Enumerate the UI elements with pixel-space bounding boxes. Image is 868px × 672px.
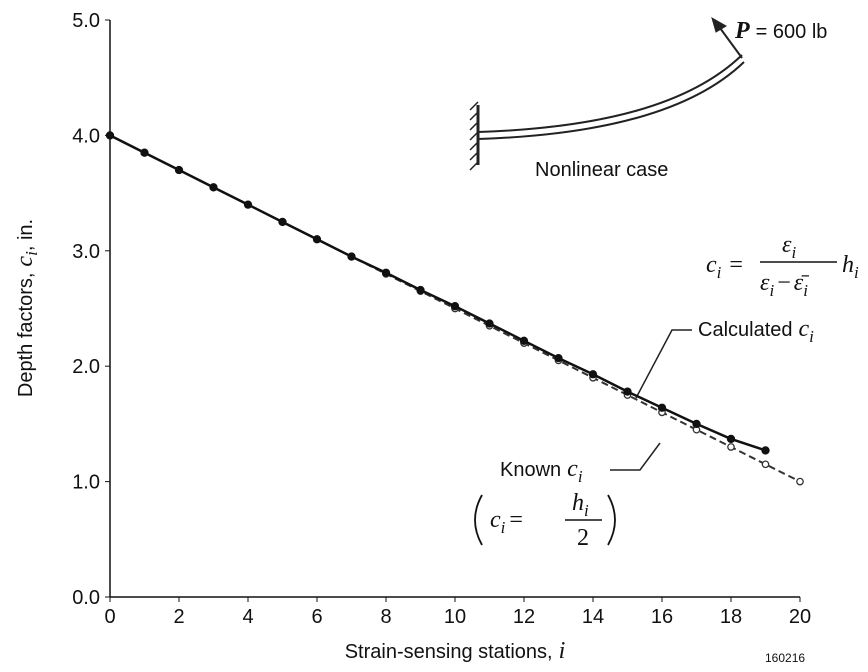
sub: i xyxy=(769,281,774,300)
case-label: Nonlinear case xyxy=(535,159,668,181)
sub: i xyxy=(578,467,583,486)
sub: i xyxy=(803,281,808,300)
eq: = xyxy=(509,507,523,533)
point xyxy=(623,387,632,396)
sym: h xyxy=(572,490,584,516)
sym: ε xyxy=(760,270,770,296)
point xyxy=(140,148,149,157)
point xyxy=(347,252,356,261)
x-tick-label: 14 xyxy=(582,606,604,628)
sub: i xyxy=(809,327,814,346)
label-text: Depth factors, xyxy=(15,273,37,398)
point xyxy=(727,443,735,451)
formula-den: εi − ε̄i xyxy=(760,270,809,300)
point xyxy=(485,319,494,328)
series-line xyxy=(109,134,766,452)
figure-id: 160216 xyxy=(765,651,805,665)
eq: = xyxy=(729,252,743,278)
point xyxy=(554,353,563,363)
y-tick-label: 5.0 xyxy=(72,10,100,32)
x-tick-label: 8 xyxy=(380,606,391,628)
x-axis-label: Strain-sensing stations, i xyxy=(345,638,566,664)
leader xyxy=(635,329,692,399)
point xyxy=(105,131,115,140)
calculated-label: Calculated ci xyxy=(698,316,814,346)
sym: c xyxy=(567,456,578,482)
point xyxy=(312,235,322,244)
x-tick-label: 20 xyxy=(789,606,811,628)
point xyxy=(796,477,804,486)
x-tick-label: 0 xyxy=(104,606,115,628)
x-tick-label: 2 xyxy=(173,606,184,628)
y-tick-label: 1.0 xyxy=(72,472,100,494)
point xyxy=(174,165,184,175)
point xyxy=(278,217,287,227)
sym: c xyxy=(12,256,38,267)
beam-sketch xyxy=(469,16,745,171)
known-formula: ci = hi 2 xyxy=(474,490,616,551)
formula: ci = εi εi − ε̄i hi xyxy=(706,232,859,300)
point xyxy=(416,285,425,295)
sym: h xyxy=(842,252,854,278)
sym: c xyxy=(706,252,717,278)
point xyxy=(657,403,667,412)
sub: i xyxy=(791,243,796,262)
point xyxy=(243,200,253,209)
x-tick-label: 18 xyxy=(720,606,742,628)
point xyxy=(692,419,701,429)
sym: c xyxy=(799,316,810,342)
leader xyxy=(610,442,661,471)
minus: − xyxy=(777,270,791,296)
sub: i xyxy=(584,501,589,520)
label-text: Known xyxy=(500,459,561,481)
sym: i xyxy=(559,638,566,664)
label-text: Calculated xyxy=(698,319,793,341)
point xyxy=(381,268,391,277)
known-lhs: ci = xyxy=(490,507,523,537)
y-tick-label: 4.0 xyxy=(72,125,100,147)
sub: i xyxy=(854,263,859,282)
load-text: = 600 lb xyxy=(756,21,828,43)
sub: i xyxy=(501,518,506,537)
x-tick-label: 12 xyxy=(513,606,535,628)
sym: c xyxy=(490,507,501,533)
sym: ε xyxy=(782,232,792,258)
point xyxy=(726,434,736,444)
known-num: hi xyxy=(572,490,589,520)
load-label: P = 600 lb xyxy=(734,18,827,44)
x-tick-label: 16 xyxy=(651,606,673,628)
y-tick-label: 3.0 xyxy=(72,241,100,263)
sub: i xyxy=(22,251,41,256)
point xyxy=(450,302,460,311)
formula-num: εi xyxy=(782,232,796,262)
formula-factor: hi xyxy=(842,252,859,282)
known-label: Known ci xyxy=(500,456,583,486)
point xyxy=(761,446,770,455)
point xyxy=(209,183,218,192)
point xyxy=(761,460,770,469)
x-tick-label: 4 xyxy=(242,606,253,628)
formula-lhs: ci = xyxy=(706,252,743,282)
y-tick-label: 2.0 xyxy=(72,356,100,378)
label-text: Strain-sensing stations, xyxy=(345,641,553,663)
x-tick-label: 10 xyxy=(444,606,466,628)
y-tick-label: 0.0 xyxy=(72,587,100,609)
sub: i xyxy=(717,263,722,282)
known-den: 2 xyxy=(577,525,589,551)
unit: , in. xyxy=(15,219,37,251)
point xyxy=(519,336,529,345)
y-axis-label: Depth factors, ci, in. xyxy=(12,219,41,397)
load-symbol: P xyxy=(734,18,750,44)
x-tick-label: 6 xyxy=(311,606,322,628)
point xyxy=(588,370,598,379)
